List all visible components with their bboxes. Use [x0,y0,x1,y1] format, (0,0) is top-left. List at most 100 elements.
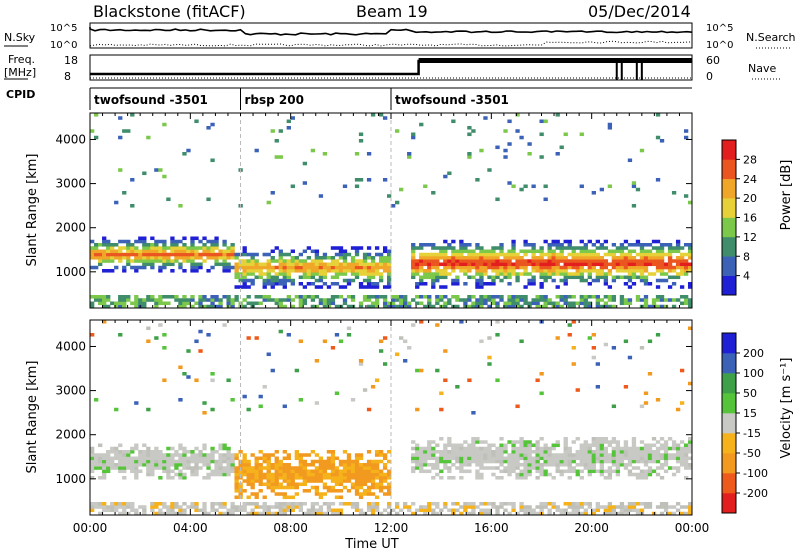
heat-cell [471,446,476,451]
heat-cell [198,256,203,260]
heat-cell [483,116,488,120]
heat-cell [611,249,617,254]
heat-cell [507,304,512,309]
heat-cell [423,446,428,451]
heat-cell [206,333,211,337]
heat-cell [154,259,159,263]
heat-cell [407,301,412,306]
heat-cell [130,450,135,454]
heat-cell [294,492,299,496]
heat-cell [98,262,103,267]
heat-cell [258,479,263,483]
heat-cell [675,466,681,470]
heat-cell [178,511,183,516]
heat-cell [294,502,299,506]
heat-cell [122,304,127,309]
heat-cell [675,456,681,461]
heat-cell [158,256,163,260]
heat-cell [507,301,512,306]
heat-cell [499,298,504,302]
heat-cell [619,249,625,254]
heat-cell [246,285,251,289]
heat-cell [675,243,681,247]
heat-cell [427,446,432,451]
heat-cell [330,453,336,457]
heat-cell [162,463,167,467]
heat-cell [515,129,520,133]
heat-cell [575,450,580,454]
heat-cell [146,472,151,477]
heat-cell [567,502,572,506]
heat-cell [419,463,424,467]
heat-cell [246,252,251,257]
heat-cell [531,456,536,461]
heat-cell [427,301,432,306]
heat-cell [443,249,448,254]
heat-cell [631,262,637,267]
heat-cell [635,459,641,464]
heat-cell [527,505,532,509]
heat-cell [563,453,568,457]
heat-cell [547,275,552,280]
heat-cell [495,466,500,470]
heat-cell [591,252,596,257]
heat-cell [366,407,372,412]
heat-cell [467,456,472,461]
heat-cell [615,511,621,516]
heat-cell [587,249,592,254]
heat-cell [166,456,171,461]
heat-cell [583,301,588,306]
heat-cell [322,301,328,306]
heat-cell [583,440,588,444]
heat-cell [366,466,372,470]
heat-cell [210,301,215,306]
heat-cell [330,469,336,474]
heat-cell [603,252,609,257]
heat-cell [278,272,283,276]
heat-cell [354,469,360,474]
heat-cell [491,443,496,448]
heat-cell [162,265,167,270]
heat-cell [475,243,480,247]
heat-cell [330,275,336,280]
heat-cell [507,298,512,302]
heat-cell [663,450,669,454]
heat-cell [667,259,673,263]
heat-cell [334,272,340,276]
heat-cell [555,239,560,244]
ytick-label: 4000 [55,339,86,353]
heat-cell [551,456,556,461]
heat-cell [366,298,372,302]
heat-cell [182,256,187,260]
heat-cell [531,459,536,464]
heat-cell [591,466,596,470]
heat-cell [350,469,356,474]
heat-cell [202,446,207,451]
heat-cell [310,269,316,273]
heat-cell [314,401,320,405]
heat-cell [559,459,564,464]
heat-cell [611,404,617,409]
heat-cell [419,243,424,247]
heat-cell [146,456,151,461]
heat-cell [683,466,689,470]
heat-cell [539,262,544,267]
heat-cell [479,502,484,506]
heat-cell [262,511,267,516]
heat-cell [130,265,135,270]
heat-cell [298,269,303,273]
heat-cell [587,502,592,506]
heat-cell [539,155,544,159]
heat-cell [342,285,348,289]
heat-cell [491,472,496,477]
heat-cell [338,246,344,250]
heat-cell [667,446,673,451]
heat-cell [547,459,552,464]
heat-cell [114,243,119,247]
heat-cell [423,304,428,309]
heat-cell [431,246,436,250]
heat-cell [555,259,560,263]
heat-cell [298,456,303,461]
heat-cell [274,456,279,461]
heat-cell [571,320,576,324]
